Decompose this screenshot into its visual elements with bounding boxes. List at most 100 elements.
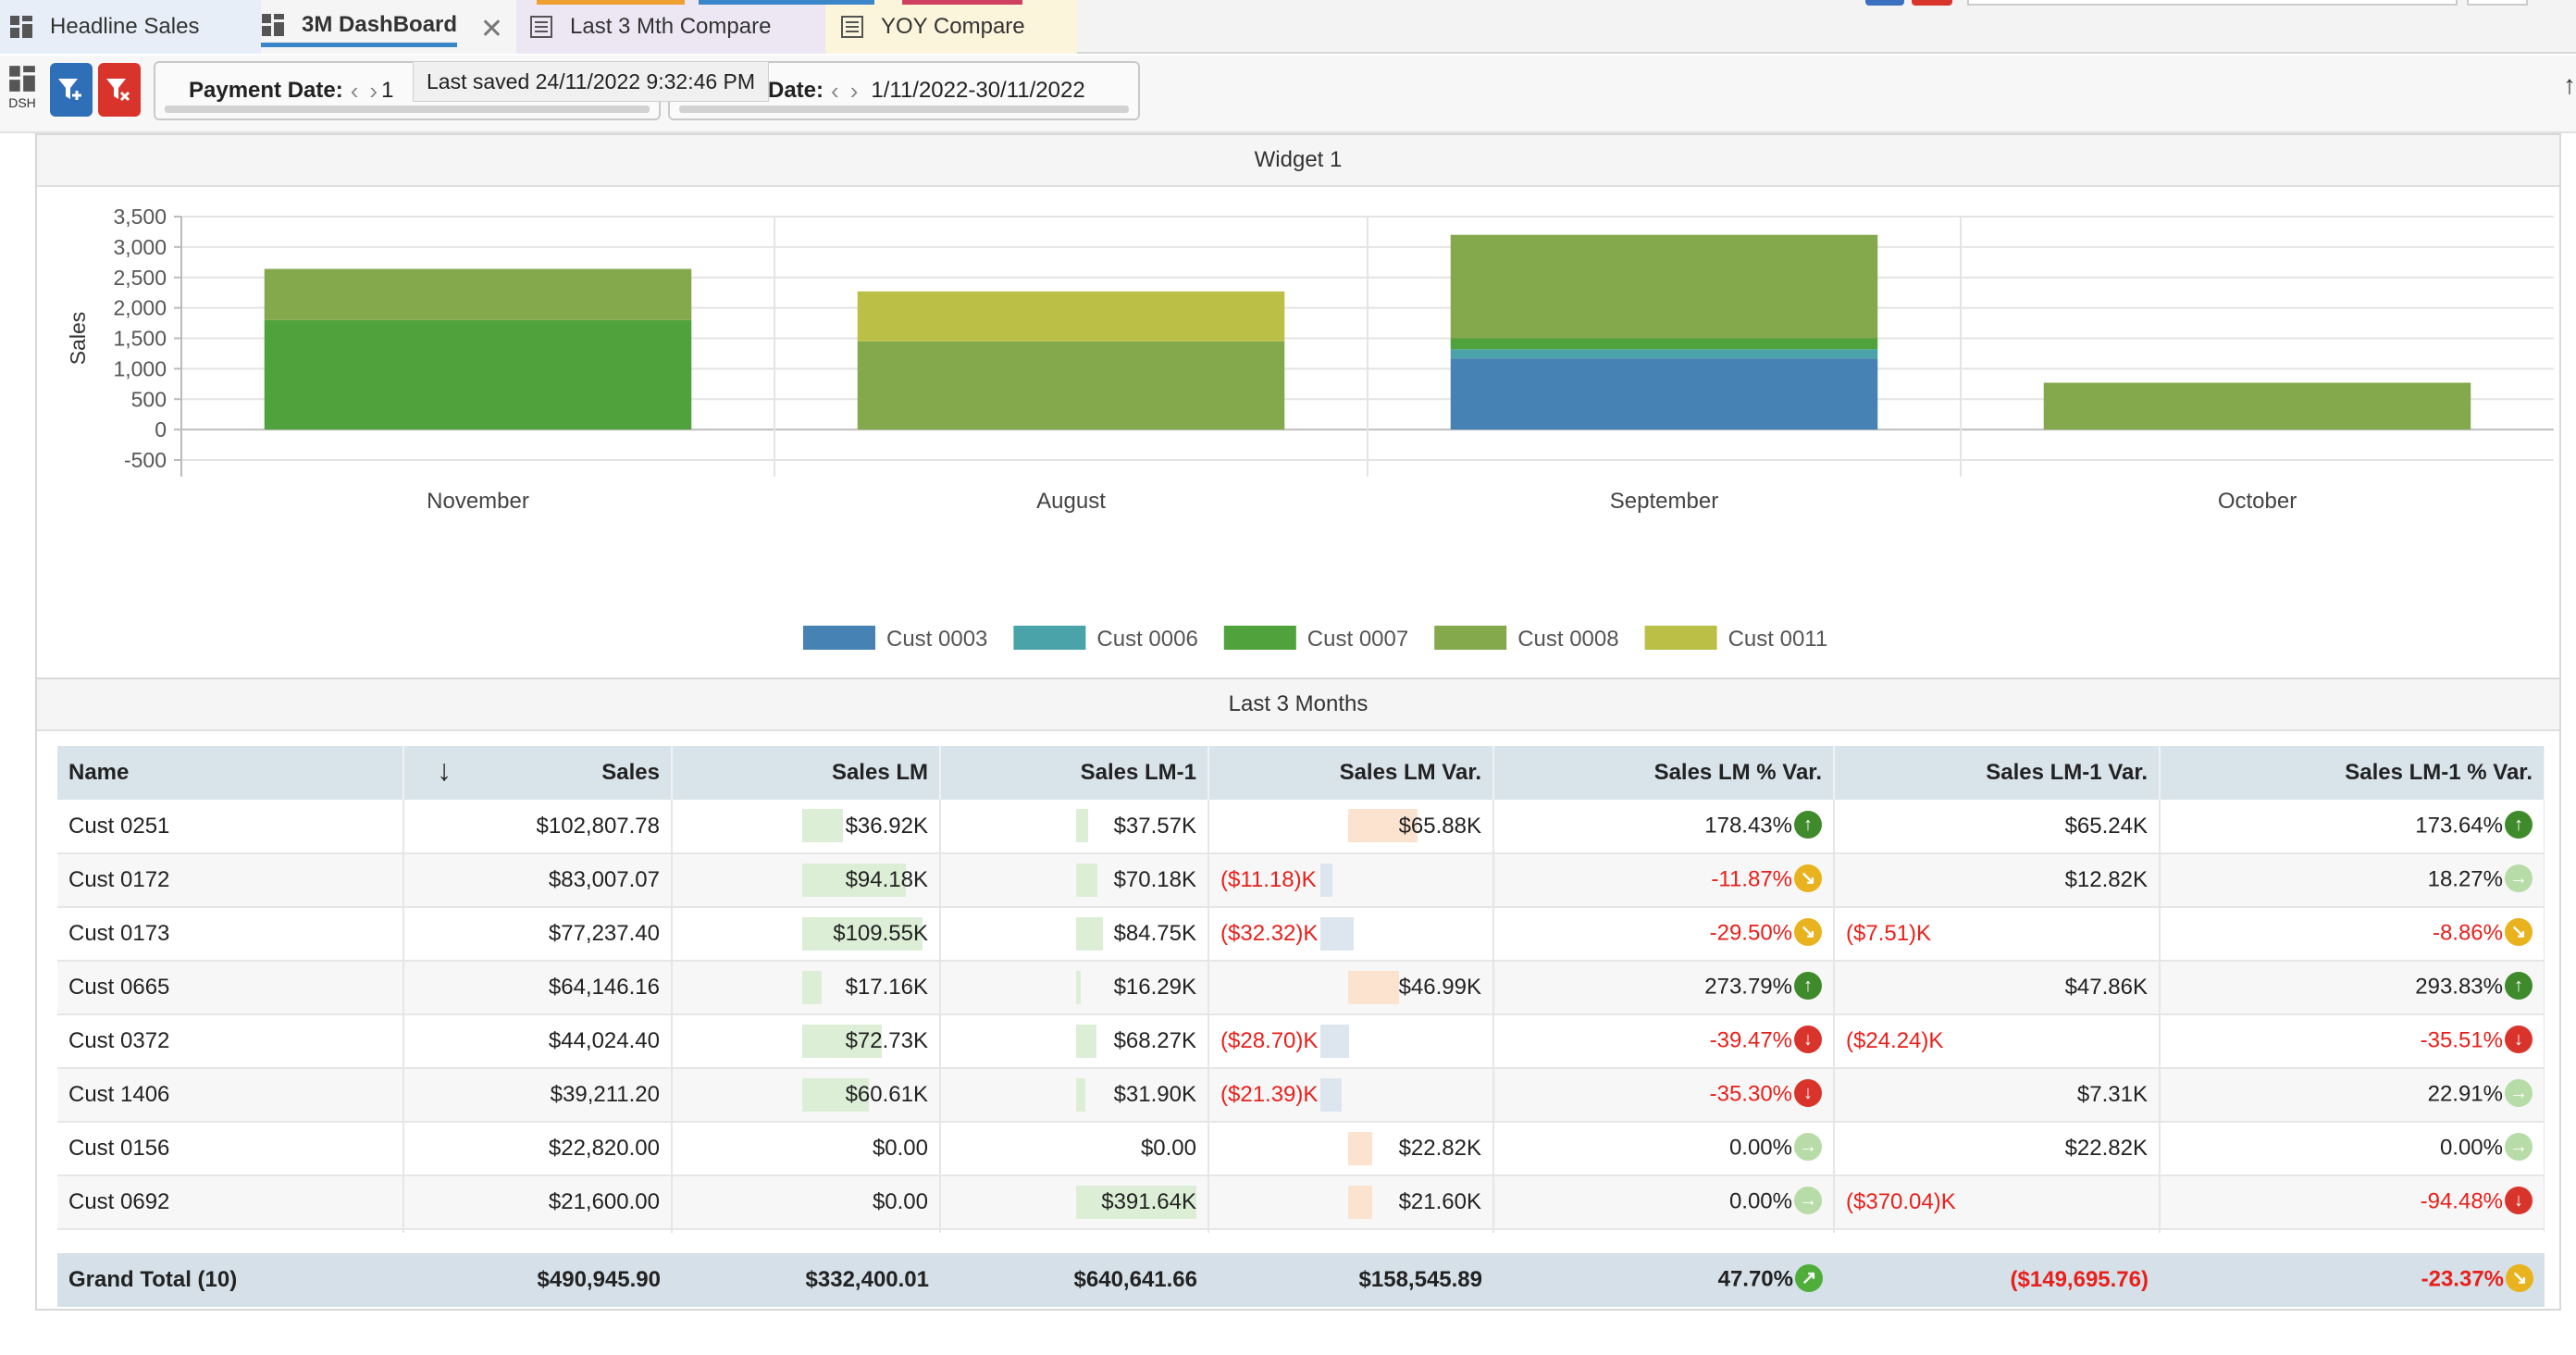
chevron-right-icon[interactable]: › <box>369 76 378 105</box>
legend-label: Cust 0006 <box>1096 627 1197 652</box>
column-header-name[interactable]: Name ↓ <box>57 746 452 800</box>
tab-color-stripe <box>537 0 685 5</box>
filter-value: 1/11/2022-30/11/2022 <box>871 78 1085 103</box>
tab-yoy-compare[interactable]: YOY Compare <box>825 0 1077 54</box>
report-icon <box>841 16 863 38</box>
cell-text: 0.00% <box>1728 1188 1792 1214</box>
table-row[interactable]: Cust 0156 $22,820.00 $0.00 $0.00 $22.82K 0.00… <box>57 1122 2545 1176</box>
cell-text: $70.18K <box>1113 867 1196 892</box>
chevron-left-icon[interactable]: ‹ <box>831 76 839 105</box>
header-text: Name <box>68 760 130 785</box>
filter-underline <box>165 106 650 113</box>
cell-sales-lm-1-pct-var: 18.27% → <box>2160 853 2545 908</box>
cell-name: Cust 0173 <box>57 907 404 962</box>
bar-cust-0003 <box>1450 358 1878 430</box>
cell-text: 47.70% <box>1717 1266 1793 1292</box>
tab-label: Last 3 Mth Compare <box>570 14 772 39</box>
header-button[interactable] <box>1912 0 1952 6</box>
cell-sales-lm-1: $84.75K <box>940 907 1209 962</box>
table-row[interactable]: Cust 0173 $77,237.40 $109.55K $84.75K ($32.3… <box>57 907 2545 962</box>
arrow-up-icon: ↑ <box>2505 972 2533 1000</box>
column-header-sales-lm-1-var[interactable]: Sales LM-1 Var. <box>1834 746 2161 800</box>
header-button[interactable] <box>2467 0 2528 6</box>
table-scroll-area[interactable]: Name ↓ Sales Sales LM Sales LM-1 Sales LM… <box>57 746 2545 1233</box>
grand-total-lmpct: 47.70% ↗ <box>1493 1253 1834 1307</box>
stacked-bar-chart: 3,500 3,000 2,500 2,000 1,500 1,000 500 0 -500 Sa… <box>66 205 2554 652</box>
cell-sales-lm-1-var: $12.82K <box>1834 853 2161 908</box>
cell-sales: $21,600.00 <box>403 1175 673 1230</box>
column-header-sales[interactable]: Sales <box>403 746 673 800</box>
cell-sales: $22,820.00 <box>403 1122 673 1176</box>
grand-total-lm1: $640,641.66 <box>940 1253 1208 1307</box>
column-header-sales-lm-1-pct-var[interactable]: Sales LM-1 % Var. <box>2160 746 2545 800</box>
cell-text: 18.27% <box>2427 866 2503 892</box>
cell-text: 293.83% <box>2415 974 2503 1000</box>
header-text: Sales LM Var. <box>1339 760 1481 785</box>
cell-sales-lm-var: ($28.70)K <box>1208 1014 1494 1069</box>
chevron-right-icon[interactable]: › <box>849 76 859 105</box>
tab-last-3-mth-compare[interactable]: Last 3 Mth Compare <box>516 0 825 54</box>
tab-headline-sales[interactable]: Headline Sales <box>0 0 261 54</box>
table-row[interactable]: Cust 0171$20,880.00($70.71)K($65.02)K$90… <box>57 1229 2545 1233</box>
search-input[interactable] <box>1967 0 2458 6</box>
cell-text: 22.91% <box>2427 1081 2503 1107</box>
cell-name: Cust 1406 <box>57 1068 404 1123</box>
sort-arrow-icon[interactable]: ↓ <box>437 753 452 787</box>
data-bar <box>1076 864 1097 897</box>
table-row[interactable]: Cust 0372 $44,024.40 $72.73K $68.27K ($28.70… <box>57 1014 2545 1069</box>
cell-sales-lm: $94.18K <box>672 853 941 908</box>
filter-clear-icon <box>106 79 130 102</box>
arrow-right-icon: → <box>1794 1133 1822 1161</box>
tab-label: 3M DashBoard <box>302 11 458 37</box>
cell-text: $84.75K <box>1113 921 1196 946</box>
cell-text: $94.18K <box>845 867 928 892</box>
cell-sales-lm-pct-var: 0.00% → <box>1493 1175 1835 1230</box>
cell-sales: $39,211.20 <box>403 1068 673 1123</box>
data-bar <box>1076 1025 1096 1058</box>
dashboard-menu-button[interactable]: DSH <box>6 65 39 120</box>
chevron-left-icon[interactable]: ‹ <box>350 76 359 105</box>
table-row[interactable]: Cust 0692 $21,600.00 $0.00 $391.64K $21.60K 0… <box>57 1175 2545 1230</box>
table-row[interactable]: Cust 0665 $64,146.16 $17.16K $16.29K $46.99K… <box>57 961 2545 1015</box>
cell-text: ($28.70)K <box>1220 1028 1319 1053</box>
clear-filter-button[interactable] <box>98 63 141 117</box>
data-bar <box>1320 864 1332 897</box>
tab-label: YOY Compare <box>881 14 1025 39</box>
y-tick-label: 500 <box>131 387 167 411</box>
dsh-label: DSH <box>8 95 36 110</box>
cell-text: $60.61K <box>845 1082 928 1107</box>
column-header-sales-lm-1[interactable]: Sales LM-1 <box>940 746 1209 800</box>
table-row[interactable]: Cust 0172 $83,007.07 $94.18K $70.18K ($11.18… <box>57 853 2545 908</box>
grand-total-sales: $490,945.90 <box>403 1253 672 1307</box>
column-header-sales-lm-var[interactable]: Sales LM Var. <box>1208 746 1494 800</box>
table-row[interactable]: Cust 1406 $39,211.20 $60.61K $31.90K ($21.39… <box>57 1068 2545 1123</box>
cell-sales-lm-1-pct-var: 22.91% → <box>2160 1068 2545 1123</box>
cell-text: $7.31K <box>2076 1082 2148 1107</box>
legend-swatch <box>1644 626 1717 650</box>
arrow-down-icon: ↓ <box>1794 1026 1822 1053</box>
column-header-sales-lm-pct-var[interactable]: Sales LM % Var. <box>1493 746 1835 800</box>
close-icon[interactable]: ✕ <box>479 14 503 44</box>
more-indicator[interactable]: ↑ <box>2563 70 2576 99</box>
add-filter-button[interactable] <box>50 63 93 117</box>
cell-sales-lm-1-pct-var: -8.86% ↘ <box>2160 907 2545 962</box>
data-table: Name ↓ Sales Sales LM Sales LM-1 Sales LM… <box>57 746 2545 1233</box>
cell-sales: $83,007.07 <box>403 853 673 908</box>
cell-sales-lm-pct-var: 273.79% ↑ <box>1493 961 1835 1015</box>
cell-text: -94.48% <box>2420 1188 2503 1214</box>
filter-value: 1 <box>381 78 394 103</box>
cell-sales-lm-pct-var: 178.43% ↑ <box>1493 800 1835 854</box>
cell-name: Cust 0172 <box>57 853 404 908</box>
y-tick-label: 0 <box>155 417 167 441</box>
filter-label: Date: <box>768 78 824 103</box>
arrow-right-icon: → <box>2505 864 2533 892</box>
arrow-up-icon: ↑ <box>1794 972 1822 1000</box>
cell-text: ($32.32)K <box>1220 921 1319 946</box>
arrow-down-right-icon: ↘ <box>1794 918 1822 946</box>
cell-text: ($11.18)K <box>1220 867 1317 892</box>
tab-3m-dashboard[interactable]: 3M DashBoard ✕ <box>261 0 516 54</box>
table-row[interactable]: Cust 0251 $102,807.78 $36.92K $37.57K $65.88… <box>57 800 2545 854</box>
column-header-sales-lm[interactable]: Sales LM <box>672 746 941 800</box>
header-button[interactable] <box>1865 0 1904 6</box>
cell-sales-lm: $109.55K <box>672 907 941 962</box>
